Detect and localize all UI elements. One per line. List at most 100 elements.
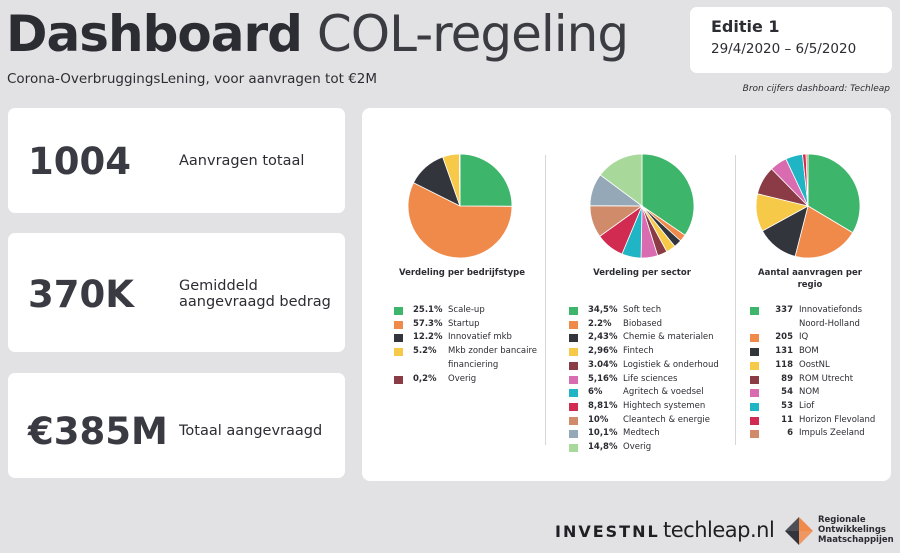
legend-value: 8,81%	[588, 400, 618, 411]
legend-swatch	[750, 402, 759, 411]
pie-slice-overig	[599, 153, 643, 207]
legend-value: 57.3%	[413, 318, 443, 329]
rom-logo-text: Regionale Ontwikkelings Maatschappijen	[818, 515, 894, 545]
legend-item-horizon-flevoland: 11 Horizon Flevoland	[750, 414, 875, 428]
legend-item-agritech-voedsel: 6% Agritech & voedsel	[569, 386, 719, 400]
legend-swatch	[569, 444, 578, 453]
legend-item-innovatief-mkb: 12.2% Innovatief mkb	[394, 331, 537, 345]
techleap-logo: techleap.nl	[663, 518, 775, 542]
pie-slice-iq	[794, 205, 854, 259]
legend-item-startup: 57.3% Startup	[394, 318, 537, 332]
legend-item-liof: 53 Liof	[750, 400, 875, 414]
legend-swatch	[394, 348, 403, 357]
legend-label: Chemie & materialen	[623, 332, 714, 343]
legend-value: 337	[775, 305, 793, 315]
chart-title-bedrijfstype: Verdeling per bedrijfstype	[398, 268, 525, 278]
pie-chart-regio	[755, 153, 861, 259]
legend-value: 205	[775, 332, 793, 343]
legend-label: Overig	[448, 373, 477, 384]
legend-label: Scale-up	[448, 305, 485, 315]
edition-dates: 29/4/2020 – 6/5/2020	[711, 41, 857, 57]
legend-value: 14,8%	[588, 442, 618, 453]
legend-swatch	[569, 307, 578, 315]
pie-slice-overig	[458, 153, 461, 207]
legend-label: Impuls Zeeland	[799, 428, 865, 439]
legend-swatch	[569, 375, 578, 384]
pie-slice-scale-up	[459, 153, 513, 207]
legend-item-innovatiefonds-noord-holland: 337 Innovatiefonds Noord-Holland	[750, 304, 875, 331]
legend-swatch	[569, 334, 578, 343]
legend-item-logistiek-onderhoud: 3.04% Logistiek & onderhoud	[569, 359, 719, 373]
legend-label: OostNL	[799, 359, 830, 370]
legend-value: 54	[781, 387, 793, 398]
legend-value: 6	[787, 428, 793, 439]
page-subtitle: Corona-OverbruggingsLening, voor aanvrag…	[7, 71, 378, 87]
column-divider	[735, 155, 736, 445]
legend-swatch	[750, 334, 759, 343]
legend-item-impuls-zeeland: 6 Impuls Zeeland	[750, 427, 875, 441]
stat-card-total-requests: 1004 Aanvragen totaal	[8, 108, 345, 213]
pie-chart-sector	[589, 153, 695, 259]
chart-title-regio: Aantal aanvragen per regio	[758, 268, 862, 290]
legend-label: IQ	[799, 332, 809, 343]
legend-swatch	[569, 361, 578, 370]
legend-label: Startup	[448, 318, 480, 329]
legend-value: 3.04%	[588, 359, 618, 370]
legend-label: Fintech	[623, 346, 654, 357]
legend-swatch	[394, 334, 403, 343]
legend-item-overig: 14,8% Overig	[569, 441, 719, 455]
legend-item-scale-up: 25.1% Scale-up	[394, 304, 537, 318]
pie-slice-startup	[407, 182, 513, 259]
legend-item-cleantech-energie: 10% Cleantech & energie	[569, 414, 719, 428]
legend-label: Overig	[623, 442, 652, 453]
legend-item-chemie-materialen: 2,43% Chemie & materialen	[569, 331, 719, 345]
legend-value: 34,5%	[588, 305, 618, 315]
legend-swatch	[394, 320, 403, 329]
legend-label: Medtech	[623, 428, 660, 439]
legend-label: Life sciences	[623, 373, 678, 384]
legend-item-hightech-systemen: 8,81% Hightech systemen	[569, 400, 719, 414]
legend-label: Innovatiefonds Noord-Holland	[799, 305, 863, 329]
legend-label: Mkb zonder bancaire financiering	[448, 346, 537, 370]
legend-item-nom: 54 NOM	[750, 386, 875, 400]
stat-label: Aanvragen totaal	[179, 153, 305, 169]
legend-label: Hightech systemen	[623, 400, 706, 411]
legend-item-fintech: 2,96% Fintech	[569, 345, 719, 359]
stat-card-total-amount: €385M Totaal aangevraagd	[8, 373, 345, 478]
column-divider	[545, 155, 546, 445]
legend-regio: 337 Innovatiefonds Noord-Holland 205 IQ 131 B…	[750, 304, 875, 441]
legend-item-rom-utrecht: 89 ROM Utrecht	[750, 373, 875, 387]
legend-value: 5.2%	[413, 346, 437, 357]
legend-swatch	[394, 307, 403, 315]
legend-label: Soft tech	[623, 305, 662, 315]
legend-item-overig: 0,2% Overig	[394, 373, 537, 387]
legend-value: 12.2%	[413, 332, 443, 343]
legend-value: 118	[775, 359, 793, 370]
stat-value: 370K	[28, 273, 134, 316]
legend-item-mkb-zonder-bancaire-financiering: 5.2% Mkb zonder bancaire financiering	[394, 345, 537, 372]
legend-sector: 34,5% Soft tech 2.2% Biobased 2,43% Chemie & …	[569, 304, 719, 455]
legend-swatch	[750, 430, 759, 439]
stat-value: 1004	[28, 140, 131, 183]
legend-value: 2,96%	[588, 346, 618, 357]
legend-value: 131	[775, 346, 793, 357]
legend-label: Agritech & voedsel	[623, 387, 704, 398]
page-title-light: COL-regeling	[316, 5, 629, 63]
legend-value: 89	[781, 373, 793, 384]
legend-label: Logistiek & onderhoud	[623, 359, 719, 370]
pie-slice-soft-tech	[641, 153, 695, 236]
legend-bedrijfstype: 25.1% Scale-up 57.3% Startup 12.2% Innovatief…	[394, 304, 537, 386]
pie-chart-bedrijfstype	[407, 153, 513, 259]
charts-panel: Verdeling per bedrijfstype Verdeling per…	[362, 108, 891, 481]
source-note: Bron cijfers dashboard: Techleap	[742, 84, 890, 94]
legend-swatch	[750, 375, 759, 384]
legend-swatch	[569, 389, 578, 398]
legend-swatch	[394, 375, 403, 384]
legend-swatch	[569, 430, 578, 439]
legend-value: 25.1%	[413, 305, 443, 315]
legend-value: 53	[781, 400, 793, 411]
stat-value: €385M	[28, 410, 168, 453]
legend-swatch	[750, 389, 759, 398]
legend-swatch	[750, 307, 759, 315]
legend-item-iq: 205 IQ	[750, 331, 875, 345]
